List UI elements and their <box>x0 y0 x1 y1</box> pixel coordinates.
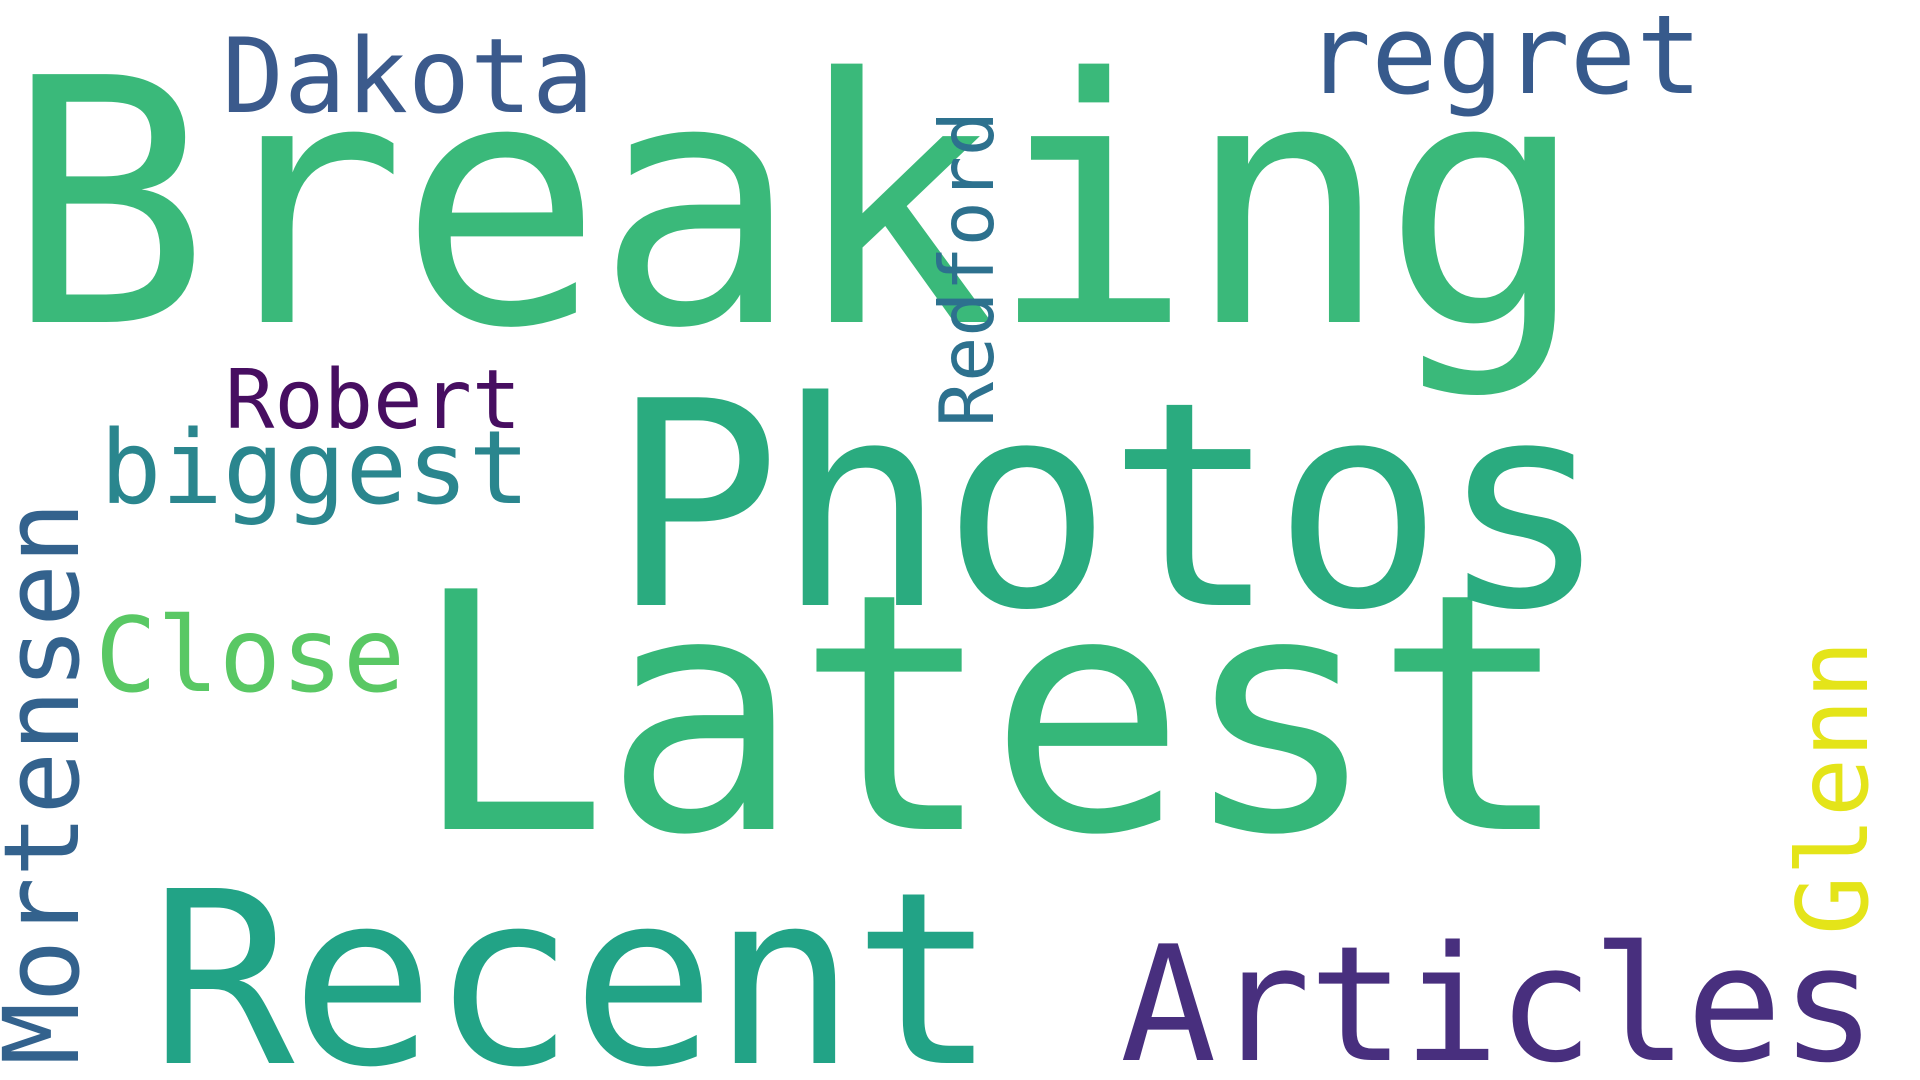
word-breaking: Breaking <box>5 7 1587 403</box>
word-biggest: biggest <box>100 409 530 528</box>
word-dakota: Dakota <box>222 17 595 137</box>
word-photos: Photos <box>610 341 1610 673</box>
word-robert: Robert <box>225 353 522 448</box>
word-close: Close <box>95 596 406 716</box>
word-regret: regret <box>1305 0 1703 119</box>
word-articles: Articles <box>1120 911 1877 1080</box>
word-recent: Recent <box>150 840 997 1080</box>
word-glenn: Glenn <box>1777 639 1891 935</box>
word-mortensen: Mortensen <box>0 501 103 1065</box>
word-redford: Redford <box>923 110 1011 427</box>
word-latest: Latest <box>410 523 1572 907</box>
